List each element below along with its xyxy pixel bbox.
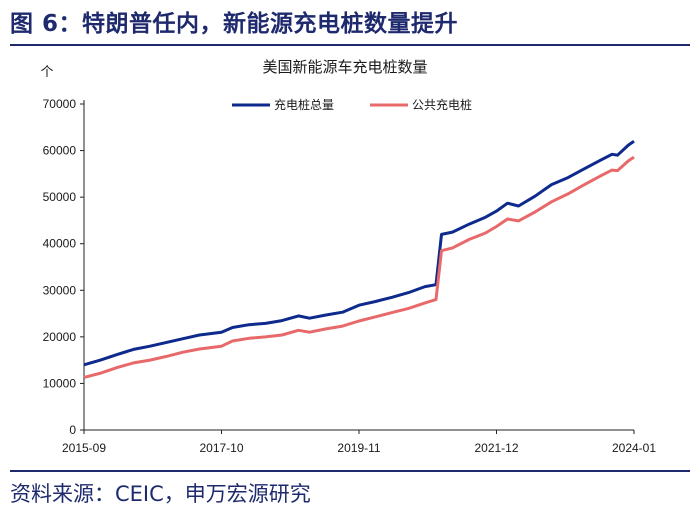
footer-divider	[10, 470, 690, 472]
series-lines	[83, 140, 635, 379]
x-tick-label: 2015-09	[62, 441, 106, 455]
y-tick-label: 10000	[43, 376, 77, 390]
chart: 美国新能源车充电桩数量 个 0 10000 20000 30000 40000 50000…	[40, 58, 657, 455]
x-tick-label: 2021-12	[474, 441, 518, 455]
y-tick-label: 50000	[43, 190, 77, 204]
x-tick-label: 2019-11	[337, 441, 380, 455]
legend: 充电桩总量 公共充电桩	[232, 97, 472, 112]
x-tick-label: 2017-10	[199, 441, 243, 455]
series-line-1	[83, 140, 635, 367]
axes: 0 10000 20000 30000 40000 50000 60000 70000 2015…	[43, 97, 657, 455]
y-tick-label: 60000	[43, 144, 77, 158]
y-tick-label: 20000	[43, 330, 77, 344]
y-tick-label: 30000	[43, 283, 77, 297]
chart-title: 美国新能源车充电桩数量	[262, 58, 427, 76]
y-tick-label: 40000	[43, 237, 77, 251]
figure-title: 图 6：特朗普任内，新能源充电桩数量提升	[10, 11, 459, 37]
y-tick-label: 0	[69, 423, 76, 437]
y-tick-label: 70000	[43, 97, 77, 111]
y-axis-unit: 个	[40, 65, 53, 80]
title-divider	[10, 44, 690, 46]
legend-label-2: 公共充电桩	[412, 97, 472, 112]
series-line-2	[83, 155, 635, 379]
x-tick-label: 2024-01	[612, 441, 656, 455]
source-note: 资料来源：CEIC，申万宏源研究	[10, 482, 311, 506]
legend-label-1: 充电桩总量	[274, 97, 334, 112]
